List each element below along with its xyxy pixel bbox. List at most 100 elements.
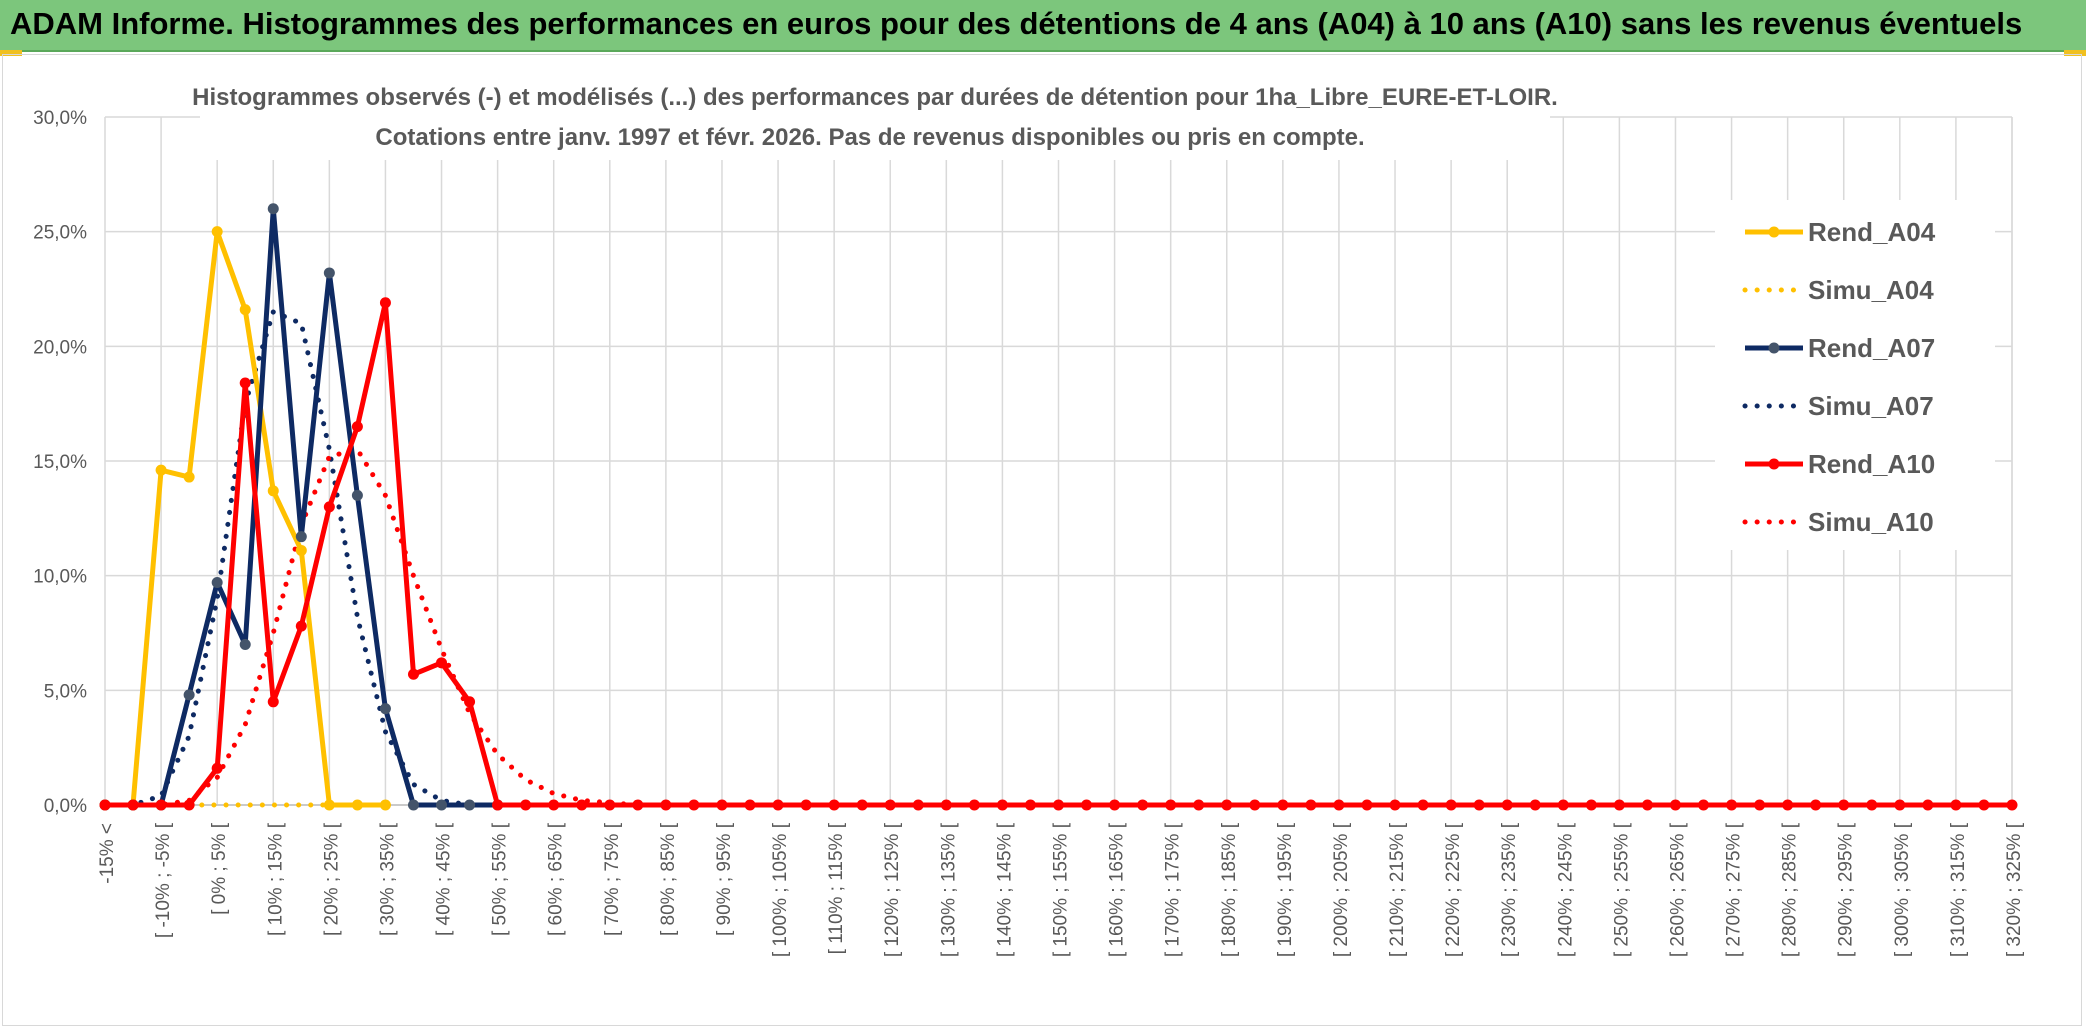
data-point bbox=[351, 799, 363, 811]
data-point bbox=[295, 531, 307, 543]
series-rend-a04 bbox=[99, 226, 391, 811]
series-line bbox=[105, 206, 498, 808]
x-tick-label: [ 210% ; 215% [ bbox=[1387, 822, 1408, 957]
data-point bbox=[407, 668, 419, 680]
report-title: ADAM Informe. Histogrammes des performan… bbox=[10, 6, 2023, 41]
data-point bbox=[1024, 799, 1036, 811]
data-point bbox=[1557, 799, 1569, 811]
data-point bbox=[211, 762, 223, 774]
x-tick-label: [ 280% ; 285% [ bbox=[1780, 822, 1801, 957]
data-point bbox=[1305, 799, 1317, 811]
data-point bbox=[1053, 799, 1064, 811]
x-tick-label: [ 250% ; 255% [ bbox=[1611, 822, 1632, 957]
data-point bbox=[1613, 799, 1625, 811]
data-point bbox=[1109, 799, 1121, 811]
data-point bbox=[912, 799, 924, 811]
x-tick-label: [ 310% ; 315% [ bbox=[1948, 822, 1969, 957]
report-banner: ADAM Informe. Histogrammes des performan… bbox=[0, 0, 2086, 52]
chart-title-line2: Cotations entre janv. 1997 et févr. 2026… bbox=[375, 124, 1364, 151]
data-point bbox=[1221, 799, 1233, 811]
data-point bbox=[1529, 799, 1541, 811]
x-tick-label: [ 150% ; 155% [ bbox=[1051, 822, 1072, 957]
x-tick-label: [ 230% ; 235% [ bbox=[1499, 822, 1520, 957]
data-point bbox=[1894, 799, 1906, 811]
x-tick-label: [ 110% ; 115% [ bbox=[826, 822, 847, 954]
data-point bbox=[1782, 799, 1794, 811]
legend-item: Rend_A04 bbox=[1745, 217, 1936, 247]
x-tick-label: [ 10% ; 15% [ bbox=[265, 822, 286, 936]
data-point bbox=[2006, 799, 2018, 811]
x-tick-label: [ 180% ; 185% [ bbox=[1219, 822, 1240, 957]
data-point bbox=[211, 226, 223, 238]
data-point bbox=[379, 297, 391, 309]
data-point bbox=[1838, 799, 1850, 811]
data-point bbox=[1137, 799, 1149, 811]
data-point bbox=[520, 799, 532, 811]
x-tick-label: [ 140% ; 145% [ bbox=[994, 822, 1015, 957]
chart-frame bbox=[2, 54, 2082, 1026]
data-point bbox=[884, 799, 896, 811]
data-point bbox=[1277, 799, 1289, 811]
data-point bbox=[660, 799, 672, 811]
data-point bbox=[351, 489, 363, 501]
data-point bbox=[576, 799, 588, 811]
x-tick-label: [ 300% ; 305% [ bbox=[1892, 822, 1913, 957]
legend-label: Rend_A04 bbox=[1808, 217, 1936, 247]
data-point bbox=[295, 544, 307, 556]
data-point bbox=[351, 421, 363, 433]
legend-label: Simu_A04 bbox=[1808, 275, 1934, 305]
corner-accent-right bbox=[2064, 50, 2086, 56]
data-point bbox=[267, 203, 279, 215]
data-point bbox=[379, 703, 391, 715]
data-point bbox=[800, 799, 812, 811]
legend: Rend_A04 Simu_A04 Rend_A07 Simu_A07 Rend_A10… bbox=[1715, 200, 1995, 550]
data-point bbox=[1473, 799, 1485, 811]
x-tick-label: [ 220% ; 225% [ bbox=[1443, 822, 1464, 957]
x-tick-label: [ 160% ; 165% [ bbox=[1107, 822, 1128, 957]
data-point bbox=[436, 657, 448, 669]
data-point bbox=[604, 799, 616, 811]
data-point bbox=[1641, 799, 1653, 811]
legend-label: Simu_A07 bbox=[1808, 391, 1934, 421]
x-tick-label: [ 30% ; 35% [ bbox=[377, 822, 398, 936]
data-point bbox=[1445, 799, 1457, 811]
y-tick-label: 25,0% bbox=[33, 223, 87, 244]
x-tick-label: [ 190% ; 195% [ bbox=[1275, 822, 1296, 957]
data-point bbox=[323, 799, 335, 811]
data-point bbox=[1726, 799, 1738, 811]
x-tick-label: [ 270% ; 275% [ bbox=[1724, 822, 1745, 957]
data-point bbox=[968, 799, 980, 811]
x-tick-label: [ 80% ; 85% [ bbox=[658, 822, 679, 936]
x-tick-label: -15% < bbox=[97, 823, 118, 884]
axes: 0,0% 5,0% 10,0% 15,0% 20,0% 25,0% 30,0% -15% < [… bbox=[33, 108, 2025, 957]
legend-item: Simu_A10 bbox=[1742, 507, 1934, 537]
data-point bbox=[1922, 799, 1934, 811]
x-tick-label: [ 0% ; 5% [ bbox=[209, 822, 230, 915]
data-point bbox=[548, 799, 560, 811]
legend-marker bbox=[1768, 342, 1780, 354]
data-point bbox=[1585, 799, 1597, 811]
legend-label: Simu_A10 bbox=[1808, 507, 1934, 537]
data-point bbox=[1810, 799, 1822, 811]
data-point bbox=[379, 799, 391, 811]
x-tick-label: [ 100% ; 105% [ bbox=[770, 822, 791, 957]
data-point bbox=[464, 799, 476, 811]
legend-item: Simu_A04 bbox=[1742, 275, 1934, 305]
series-group bbox=[99, 203, 2018, 811]
data-point bbox=[183, 471, 195, 483]
chart-title-line1: Histogrammes observés (-) et modélisés (… bbox=[192, 84, 1558, 111]
x-tick-label: [ 90% ; 95% [ bbox=[714, 822, 735, 936]
data-point bbox=[436, 799, 448, 811]
data-point bbox=[688, 799, 700, 811]
x-tick-label: [ 320% ; 325% [ bbox=[2004, 822, 2025, 957]
data-point bbox=[239, 304, 251, 316]
data-point bbox=[856, 799, 868, 811]
data-point bbox=[1389, 799, 1401, 811]
data-point bbox=[996, 799, 1008, 811]
chart-title-background bbox=[200, 74, 1550, 160]
data-point bbox=[1698, 799, 1710, 811]
data-point bbox=[155, 799, 167, 811]
data-point bbox=[464, 696, 476, 708]
x-tick-label: [ 20% ; 25% [ bbox=[321, 822, 342, 936]
